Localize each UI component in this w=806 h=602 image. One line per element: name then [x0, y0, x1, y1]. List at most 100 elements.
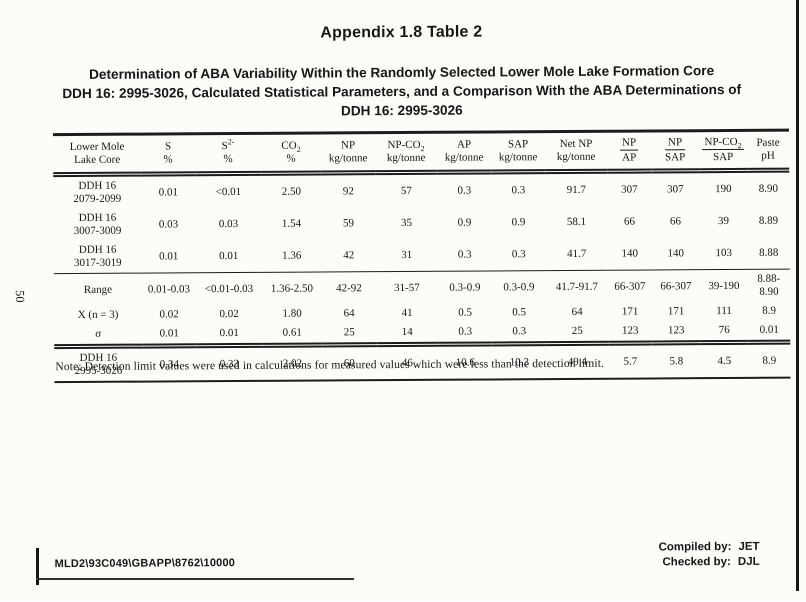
column-header: S%: [140, 133, 196, 175]
table-cell: 0.01: [219, 327, 239, 340]
table-cell: 8.88-8.90: [747, 269, 791, 302]
table-cell: 66-307: [651, 269, 701, 303]
table-cell: 2.50: [281, 185, 301, 198]
table-cell: 307: [667, 182, 684, 195]
column-header: CO2%: [260, 132, 322, 174]
table-cell: 111: [716, 304, 732, 318]
table-cell: 0.9: [457, 216, 472, 229]
table-cell: 42-92: [321, 271, 377, 305]
table-cell: 58.1: [566, 215, 587, 228]
table-cell: 103: [715, 246, 733, 259]
column-header: NP kg/tonne: [320, 132, 376, 173]
table-cell: 91.7: [566, 183, 586, 196]
compiled-by-value: JET: [738, 540, 760, 553]
table-row: DDH 16 3017-3019 0.01 0.01 1.36 42 31 0.3 0.3 41.…: [54, 237, 790, 274]
checked-by-label: Checked by:: [662, 556, 731, 569]
row-label: DDH 16 2079-2099: [73, 179, 122, 206]
table-head: Lower Mole Lake Core S% S2-% CO2% NP kg/tonne N…: [52, 130, 790, 175]
table-cell: 57: [400, 184, 412, 197]
table-cell: 8.9: [748, 342, 791, 378]
row-label: σ: [95, 327, 102, 340]
row-label: DDH 16 3007-3009: [73, 211, 122, 238]
table-cell: 66: [623, 215, 636, 228]
column-header: Lower Mole Lake Core: [52, 134, 142, 175]
signature-block: Compiled by: JET Checked by: DJL: [659, 540, 760, 571]
table-cell: 0.01: [219, 249, 239, 262]
table-cell: 42: [343, 248, 355, 261]
table-cell: 76: [718, 324, 730, 337]
table-cell: 0.5: [458, 306, 472, 319]
table-cell: 0.3: [457, 184, 472, 197]
table-cell: 0.01: [159, 249, 179, 262]
table-cell: 41.7: [567, 247, 587, 260]
table-cell: <0.01-0.03: [195, 272, 263, 306]
table-cell: 140: [621, 247, 639, 260]
table-cell: 0.01-0.03: [141, 272, 197, 306]
table-cell: 0.01: [759, 323, 779, 336]
table-cell: 1.36-2.50: [261, 271, 323, 305]
table-cell: 0.3: [458, 325, 473, 338]
table-cell: 25: [571, 324, 583, 337]
table-row: DDH 16 3007-3009 0.03 0.03 1.54 59 35 0.9 0.9 58.…: [53, 205, 789, 241]
table-cell: 0.3: [512, 325, 527, 338]
column-header: Paste pH: [746, 130, 790, 171]
table-cell: 0.3: [511, 247, 526, 260]
column-header: NP-CO2 kg/tonne: [374, 132, 438, 173]
column-header: Net NP kg/tonne: [544, 131, 608, 172]
table-cell: 64: [571, 305, 583, 318]
table-cell: 31-57: [375, 271, 439, 305]
table-cell: 171: [621, 305, 639, 318]
row-label: X (n = 3): [77, 308, 119, 321]
table-header-row: Lower Mole Lake Core S% S2-% CO2% NP kg/tonne N…: [52, 130, 790, 175]
table-cell: 4.5: [700, 342, 749, 379]
table-cell: 0.61: [282, 326, 302, 339]
table-subtitle: Determination of ABA Variability Within …: [25, 61, 779, 123]
table-cell: 0.02: [219, 308, 239, 321]
table-cell: 307: [621, 183, 638, 196]
table-row: DDH 16 2079-2099 0.01 <0.01 2.50 92 57 0.3 0.3 91…: [53, 170, 789, 209]
table-row: Range 0.01-0.03 <0.01-0.03 1.36-2.50 42-92 31…: [53, 269, 791, 307]
row-label: Range: [53, 273, 143, 307]
table-cell: 41: [401, 306, 413, 320]
table-cell: 41.7-91.7: [545, 270, 609, 304]
column-header: S2-%: [194, 133, 262, 174]
table-cell: 25: [343, 326, 355, 339]
checked-by-value: DJL: [737, 555, 760, 568]
table-cell: 0.03: [218, 217, 239, 230]
table-cell: 123: [667, 324, 685, 337]
column-header: SAP kg/tonne: [490, 131, 546, 172]
table-cell: 5.7: [608, 342, 653, 379]
table-body: DDH 16 2079-2099 0.01 <0.01 2.50 92 57 0.3 0.3 91…: [53, 170, 791, 383]
table-cell: 0.01: [159, 327, 179, 340]
table-cell: 8.90: [758, 182, 778, 195]
table-cell: 39-190: [699, 269, 749, 303]
scan-edge-artifact-corner-vertical: [36, 548, 39, 585]
table-cell: 14: [401, 325, 413, 339]
column-header: NP SAP: [650, 130, 700, 171]
table-cell: 0.5: [512, 306, 526, 319]
table-cell: 171: [667, 305, 685, 318]
table-cell: <0.01: [215, 185, 242, 198]
page-number: 50: [13, 290, 28, 303]
table-cell: 1.80: [282, 307, 302, 320]
table-cell: 0.03: [158, 217, 179, 230]
table-cell: 59: [342, 216, 355, 229]
scan-edge-artifact-right: [796, 0, 799, 591]
table-cell: 0.3-0.9: [491, 270, 547, 304]
column-header: NP AP: [606, 130, 652, 172]
table-cell: 123: [621, 324, 639, 337]
column-header: NP-CO2 SAP: [698, 130, 748, 171]
compiled-by-line: Compiled by: JET: [659, 540, 760, 556]
table-cell: 8.89: [758, 214, 779, 227]
table-cell: 190: [715, 182, 732, 195]
table-cell: 0.3: [511, 183, 526, 196]
compiled-by-label: Compiled by:: [658, 540, 732, 554]
aba-statistics-table: Lower Mole Lake Core S% S2-% CO2% NP kg/tonne N…: [52, 129, 791, 383]
table-cell: 39: [717, 214, 730, 227]
table-cell: 66: [669, 214, 682, 227]
table-cell: 0.02: [159, 308, 179, 321]
table-cell: 92: [342, 184, 354, 197]
row-label: DDH 16 3017-3019: [73, 243, 122, 270]
